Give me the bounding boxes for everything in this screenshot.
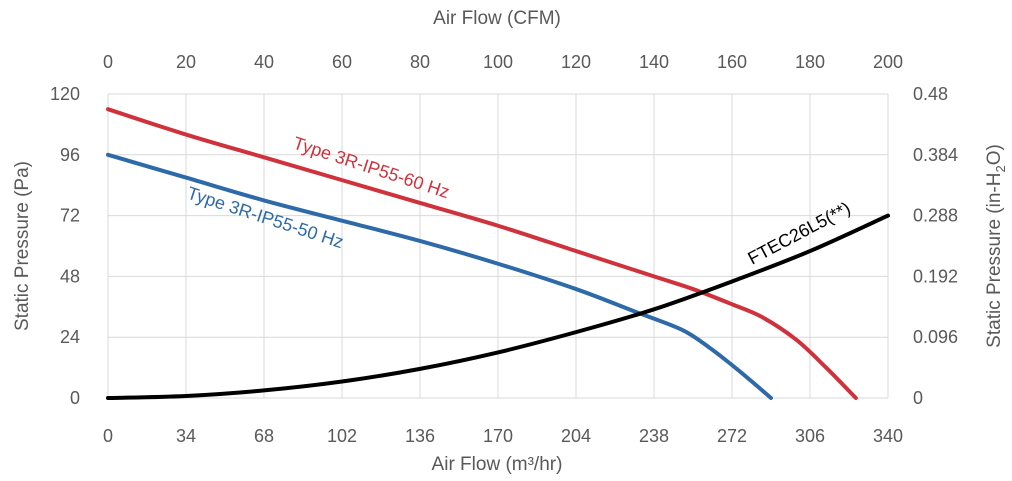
y-left-tick-label: 24 <box>60 327 80 347</box>
x-bottom-tick-label: 340 <box>873 426 903 446</box>
x-bottom-tick-label: 102 <box>327 426 357 446</box>
series-label-ftec: FTEC26L5(**) <box>744 198 853 269</box>
x-bottom-tick-label: 170 <box>483 426 513 446</box>
series-lines <box>106 107 890 400</box>
bottom-axis-ticks: 0 34 68 102 136 170 204 238 272 306 340 <box>103 426 903 446</box>
x-top-tick-label: 140 <box>639 52 669 72</box>
y-left-tick-label: 96 <box>60 145 80 165</box>
y-right-axis-title-sub: 2 <box>993 165 1008 172</box>
x-top-tick-label: 160 <box>717 52 747 72</box>
x-bottom-tick-label: 272 <box>717 426 747 446</box>
y-right-tick-label: 0.096 <box>913 327 958 347</box>
y-right-tick-label: 0.48 <box>913 84 948 104</box>
y-left-axis-title: Static Pressure (Pa) <box>12 161 33 331</box>
y-left-tick-label: 72 <box>60 206 80 226</box>
y-right-tick-label: 0.384 <box>913 145 958 165</box>
series-line-0 <box>106 107 858 400</box>
x-bottom-tick-label: 68 <box>254 426 274 446</box>
x-top-tick-label: 180 <box>795 52 825 72</box>
series-line-2 <box>106 213 890 400</box>
y-right-axis-title-main: Static Pressure (in-H <box>984 173 1005 348</box>
y-left-tick-label: 0 <box>70 388 80 408</box>
x-top-axis-title: Air Flow (CFM) <box>433 8 561 29</box>
x-top-tick-label: 80 <box>410 52 430 72</box>
x-top-tick-label: 0 <box>103 52 113 72</box>
y-right-tick-label: 0 <box>913 388 923 408</box>
x-top-tick-label: 100 <box>483 52 513 72</box>
x-top-tick-label: 200 <box>873 52 903 72</box>
y-left-tick-label: 120 <box>50 84 80 104</box>
x-bottom-tick-label: 0 <box>103 426 113 446</box>
y-right-tick-label: 0.288 <box>913 206 958 226</box>
y-right-tick-label: 0.192 <box>913 266 958 286</box>
series-line-1 <box>106 152 773 400</box>
left-axis-ticks: 0 24 48 72 96 120 <box>50 84 80 408</box>
y-right-axis-title: Static Pressure (in-H2O) <box>984 144 1008 348</box>
y-right-axis-title-end: O) <box>984 144 1005 165</box>
right-axis-ticks: 0 0.096 0.192 0.288 0.384 0.48 <box>913 84 958 408</box>
series-label-60hz: Type 3R-IP55-60 Hz <box>291 133 452 202</box>
x-bottom-tick-label: 136 <box>405 426 435 446</box>
top-axis-ticks: 0 20 40 60 80 100 120 140 160 180 200 <box>103 52 903 72</box>
x-bottom-tick-label: 306 <box>795 426 825 446</box>
x-bottom-tick-label: 204 <box>561 426 591 446</box>
grid-lines <box>107 93 889 399</box>
x-top-tick-label: 120 <box>561 52 591 72</box>
x-bottom-tick-label: 34 <box>176 426 196 446</box>
y-left-tick-label: 48 <box>60 266 80 286</box>
x-top-tick-label: 20 <box>176 52 196 72</box>
x-top-tick-label: 60 <box>332 52 352 72</box>
x-bottom-axis-title: Air Flow (m³/hr) <box>432 454 563 475</box>
x-top-tick-label: 40 <box>254 52 274 72</box>
x-bottom-tick-label: 238 <box>639 426 669 446</box>
